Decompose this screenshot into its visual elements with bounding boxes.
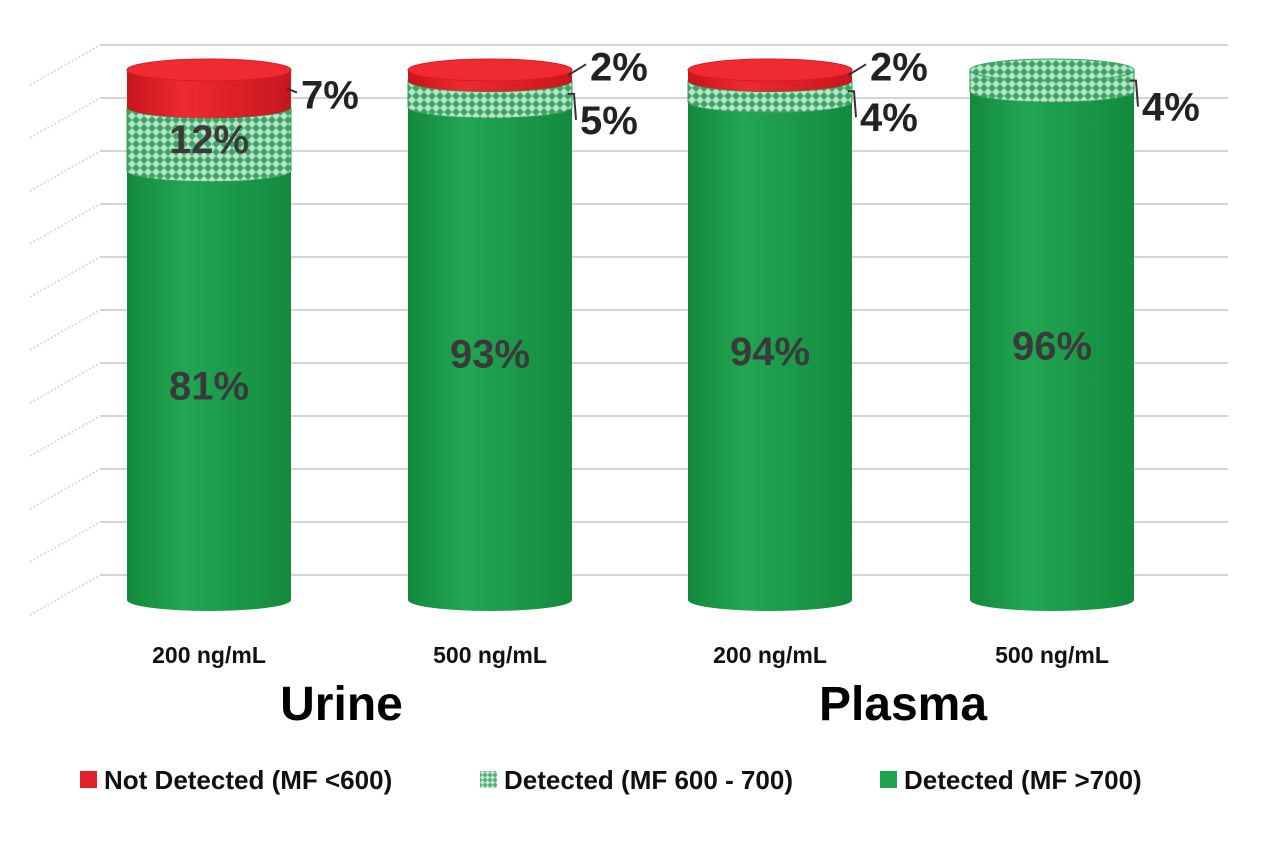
group-label: Plasma: [819, 678, 987, 731]
gridline-depth: [29, 468, 101, 510]
segment-detected-mid: [408, 80, 572, 119]
cylinder-top-cap: [126, 58, 292, 82]
segment-detected-mid: [970, 70, 1134, 103]
data-label: 94%: [730, 330, 810, 374]
data-label: 12%: [169, 118, 249, 162]
data-label: 5%: [580, 99, 638, 143]
gridline-depth: [29, 150, 101, 192]
legend-entry: Detected (MF 600 - 700): [504, 765, 793, 795]
data-label: 2%: [590, 45, 648, 89]
cylinder-top-cap: [407, 58, 573, 82]
legend-entry: Detected (MF >700): [904, 765, 1142, 795]
gridline-depth: [29, 256, 101, 298]
segment-detected-high: [127, 170, 291, 611]
gridline-depth: [29, 574, 101, 616]
leader-line: [847, 63, 867, 77]
data-label: 4%: [1142, 86, 1200, 130]
group-label: Urine: [280, 678, 403, 731]
leader-line: [848, 90, 857, 118]
legend-swatch: [880, 771, 897, 788]
gridline-depth: [29, 415, 101, 457]
segment-detected-mid: [127, 107, 291, 182]
legend-entry: Not Detected (MF <600): [104, 765, 392, 795]
leader-line: [1130, 79, 1139, 107]
gridline-depth: [29, 203, 101, 245]
data-label: 2%: [870, 45, 928, 89]
data-label: 81%: [169, 364, 249, 408]
category-label: 500 ng/mL: [433, 642, 547, 668]
category-label: 200 ng/mL: [152, 642, 266, 668]
legend-swatch: [80, 771, 97, 788]
segment-detected-high: [688, 101, 852, 612]
gridline-depth: [29, 362, 101, 404]
segment-not-detected: [127, 70, 291, 119]
gridline-depth: [29, 521, 101, 563]
data-label: 4%: [860, 96, 918, 140]
leader-line: [567, 63, 587, 77]
cylinder-top-cap: [969, 58, 1135, 82]
gridline-depth: [29, 44, 101, 86]
segment-not-detected: [408, 70, 572, 92]
segment-detected-mid: [688, 80, 852, 113]
segment-not-detected: [688, 70, 852, 92]
data-label: 93%: [450, 333, 530, 377]
segment-detected-high: [970, 91, 1134, 611]
leader-line: [568, 92, 577, 120]
leader-line: [286, 87, 298, 94]
category-label: 500 ng/mL: [995, 642, 1109, 668]
cylinder-top-cap: [687, 58, 853, 82]
segment-detected-high: [408, 107, 572, 611]
legend-swatch: [480, 771, 497, 788]
category-label: 200 ng/mL: [713, 642, 827, 668]
gridline-depth: [29, 97, 101, 139]
data-label: 7%: [301, 74, 359, 118]
gridline-depth: [29, 309, 101, 351]
data-label: 96%: [1012, 325, 1092, 369]
